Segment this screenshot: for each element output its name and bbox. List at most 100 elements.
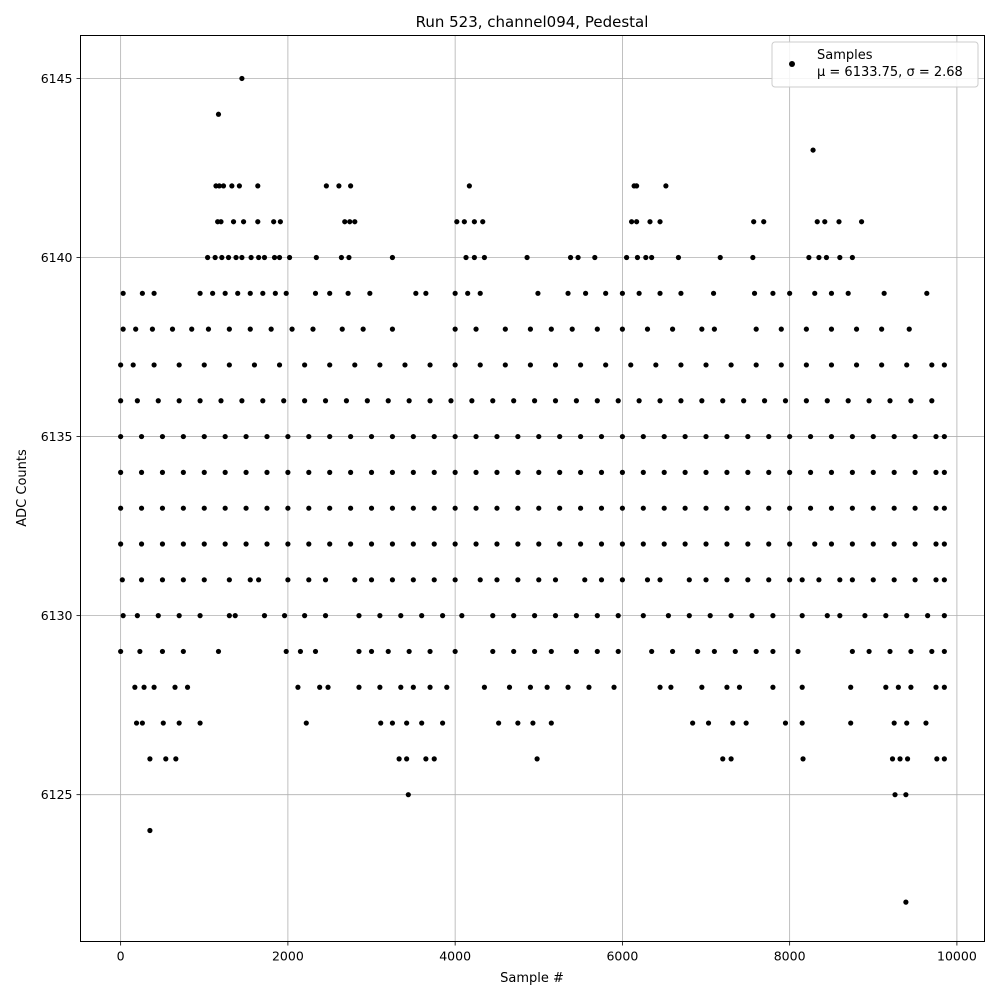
data-point xyxy=(496,720,502,726)
data-point xyxy=(594,648,600,655)
data-point xyxy=(368,505,375,511)
data-point xyxy=(149,326,156,332)
data-point xyxy=(929,398,935,404)
data-point xyxy=(230,219,237,225)
data-point xyxy=(385,648,391,655)
data-point xyxy=(912,577,918,583)
data-point xyxy=(348,505,354,511)
data-point xyxy=(477,577,483,583)
data-point xyxy=(814,219,820,225)
data-point xyxy=(239,398,245,404)
data-point xyxy=(657,219,663,225)
data-point xyxy=(891,433,897,440)
data-point xyxy=(598,433,605,440)
data-point xyxy=(787,290,793,296)
data-point xyxy=(419,720,425,726)
data-point xyxy=(405,792,411,798)
data-point xyxy=(548,720,554,726)
data-point xyxy=(240,219,247,225)
data-point xyxy=(471,254,477,261)
data-point xyxy=(849,648,855,655)
data-point xyxy=(619,577,625,583)
data-point xyxy=(778,362,784,368)
data-point xyxy=(661,541,667,547)
data-point xyxy=(743,720,749,726)
data-point xyxy=(891,469,897,475)
data-point xyxy=(281,613,288,619)
data-point xyxy=(327,469,333,475)
data-point xyxy=(941,684,947,690)
data-point xyxy=(138,433,145,440)
data-point xyxy=(782,398,789,404)
data-point xyxy=(286,254,293,261)
data-point xyxy=(410,541,416,547)
data-point xyxy=(598,577,605,583)
data-point xyxy=(277,219,283,225)
data-point xyxy=(176,720,182,726)
data-point xyxy=(515,541,521,547)
data-point xyxy=(356,684,362,690)
data-point xyxy=(619,290,625,296)
y-tick-label: 6130 xyxy=(41,608,73,623)
data-point xyxy=(389,577,396,583)
data-point xyxy=(682,505,688,511)
data-point xyxy=(276,362,283,368)
data-point xyxy=(119,577,125,583)
data-point xyxy=(741,398,747,404)
data-point xyxy=(929,362,935,368)
data-point xyxy=(753,326,759,332)
data-point xyxy=(306,469,312,475)
data-point xyxy=(377,684,383,690)
data-point xyxy=(410,433,416,440)
data-point xyxy=(848,720,854,726)
data-point xyxy=(471,219,477,225)
data-point xyxy=(933,505,939,511)
data-point xyxy=(515,433,521,440)
data-point xyxy=(264,505,270,511)
data-point xyxy=(615,613,621,619)
data-point xyxy=(710,290,717,296)
data-point xyxy=(322,613,329,619)
data-point xyxy=(552,577,559,583)
data-point xyxy=(686,613,692,619)
data-point xyxy=(598,505,605,511)
data-point xyxy=(473,433,479,440)
data-point xyxy=(389,720,396,726)
data-point xyxy=(172,684,178,690)
data-point xyxy=(255,183,261,189)
data-point xyxy=(895,684,901,690)
data-point xyxy=(891,541,897,547)
data-point xyxy=(302,362,308,368)
data-point xyxy=(348,183,354,189)
data-point xyxy=(345,290,351,296)
data-point xyxy=(828,362,835,368)
y-tick-label: 6140 xyxy=(41,250,73,265)
data-point xyxy=(812,541,818,547)
data-point xyxy=(653,362,659,368)
data-point xyxy=(897,756,903,762)
data-point xyxy=(941,577,947,583)
data-point xyxy=(887,648,893,655)
y-tick-label: 6135 xyxy=(41,429,73,444)
y-tick-label: 6125 xyxy=(41,787,73,802)
data-point xyxy=(377,613,383,619)
data-point xyxy=(828,469,835,475)
data-point xyxy=(511,613,517,619)
data-point xyxy=(678,398,684,404)
data-point xyxy=(327,290,333,296)
data-point xyxy=(132,684,138,690)
data-point xyxy=(536,433,542,440)
data-point xyxy=(463,254,469,261)
data-point xyxy=(160,720,166,726)
data-point xyxy=(536,469,542,475)
data-point xyxy=(736,684,743,690)
data-point xyxy=(795,648,801,655)
y-tick-label: 6145 xyxy=(41,71,73,86)
data-point xyxy=(766,541,772,547)
data-point xyxy=(289,326,295,332)
data-point xyxy=(849,469,855,475)
data-point xyxy=(139,720,145,726)
data-point xyxy=(904,362,910,368)
data-point xyxy=(870,541,876,547)
data-point xyxy=(248,254,254,261)
